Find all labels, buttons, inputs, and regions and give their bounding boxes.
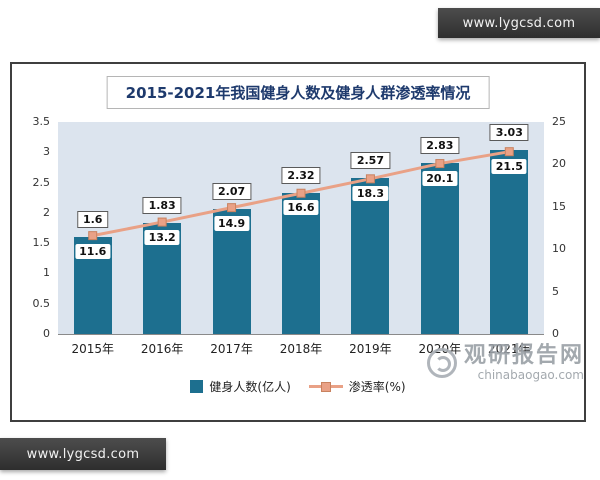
bar-value-label: 1.6 xyxy=(76,211,109,229)
bar-value-label: 2.57 xyxy=(350,152,390,170)
bottom-url-banner: www.lygcsd.com xyxy=(0,438,166,470)
legend: 健身人数(亿人) 渗透率(%) xyxy=(12,378,584,395)
x-axis-label: 2016年 xyxy=(140,342,184,356)
x-axis-label: 2017年 xyxy=(210,342,253,356)
bar-2019年 xyxy=(351,178,390,334)
rate-value-label: 13.2 xyxy=(144,230,180,246)
y-axis-left: 3.5 3 2.5 2 1.5 1 0.5 0 xyxy=(18,115,54,340)
rate-value-label: 20.1 xyxy=(422,170,458,186)
x-axis: 2015年 2016年 2017年 2018年 2019年 2020年 2021年 xyxy=(58,340,544,357)
x-axis-label: 2015年 xyxy=(71,342,114,356)
y-axis-tick-left: 0 xyxy=(43,327,50,340)
y-axis-tick-right: 20 xyxy=(552,157,566,171)
legend-item-line: 渗透率(%) xyxy=(308,378,406,395)
y-axis-tick-left: 3.5 xyxy=(32,115,51,128)
x-axis-label: 2018年 xyxy=(279,342,323,356)
y-axis-tick-right: 15 xyxy=(552,199,566,213)
line-series-swatch xyxy=(308,381,343,392)
bar-series-label: 健身人数(亿人) xyxy=(209,380,291,394)
watermark: 观研报告网 chinabaogao.com xyxy=(426,343,584,382)
bar-2021年 xyxy=(490,150,529,334)
y-axis-tick-left: 1.5 xyxy=(32,236,51,250)
y-axis-tick-right: 0 xyxy=(552,327,559,340)
rate-value-label: 11.6 xyxy=(75,244,111,260)
rate-value-label: 18.3 xyxy=(352,185,388,201)
y-axis-tick-right: 10 xyxy=(552,242,566,256)
y-axis-tick-left: 3 xyxy=(43,145,50,159)
y-axis-tick-left: 2.5 xyxy=(32,175,51,189)
chart-title: 2015-2021年我国健身人数及健身人群渗透率情况 xyxy=(106,76,490,109)
y-axis-tick-right: 25 xyxy=(552,115,566,128)
bar-value-label: 1.83 xyxy=(142,197,182,215)
y-axis-right: 25 20 15 10 5 0 xyxy=(548,115,578,340)
bar-value-label: 2.83 xyxy=(420,136,460,154)
bottom-url-text: www.lygcsd.com xyxy=(26,446,140,462)
line-series-label: 渗透率(%) xyxy=(348,380,406,394)
bar-series-swatch xyxy=(190,380,204,393)
watermark-domain: chinabaogao.com xyxy=(477,368,584,382)
top-url-banner: www.lygcsd.com xyxy=(438,8,600,38)
y-axis-tick-left: 1 xyxy=(43,266,50,280)
bar-value-label: 3.03 xyxy=(489,124,529,142)
line-marker-icon xyxy=(320,381,331,392)
x-axis-label: 2019年 xyxy=(349,342,392,356)
y-axis-tick-left: 0.5 xyxy=(32,296,51,310)
bar-value-label: 2.32 xyxy=(281,167,321,185)
rate-value-label: 16.6 xyxy=(283,200,319,216)
plot-area: 1.6 11.6 1.83 13.2 2.07 14.9 2.32 16.6 2.57 18.3 2… xyxy=(58,122,544,335)
rate-value-label: 21.5 xyxy=(491,158,527,174)
x-axis-label: 2021年 xyxy=(487,342,531,356)
legend-item-bar: 健身人数(亿人) xyxy=(190,378,291,395)
rate-value-label: 14.9 xyxy=(213,215,250,231)
chart-frame: 2015-2021年我国健身人数及健身人群渗透率情况 3.5 3 2.5 2 1.5 1 0… xyxy=(10,62,586,422)
y-axis-tick-right: 5 xyxy=(552,284,559,298)
watermark-logo-icon xyxy=(426,348,457,378)
watermark-name: 观研报告网 xyxy=(463,343,584,368)
bar-2020年 xyxy=(420,162,459,334)
bar-value-label: 2.07 xyxy=(211,182,252,200)
y-axis-tick-left: 2 xyxy=(43,205,50,219)
top-url-text: www.lygcsd.com xyxy=(462,15,576,31)
